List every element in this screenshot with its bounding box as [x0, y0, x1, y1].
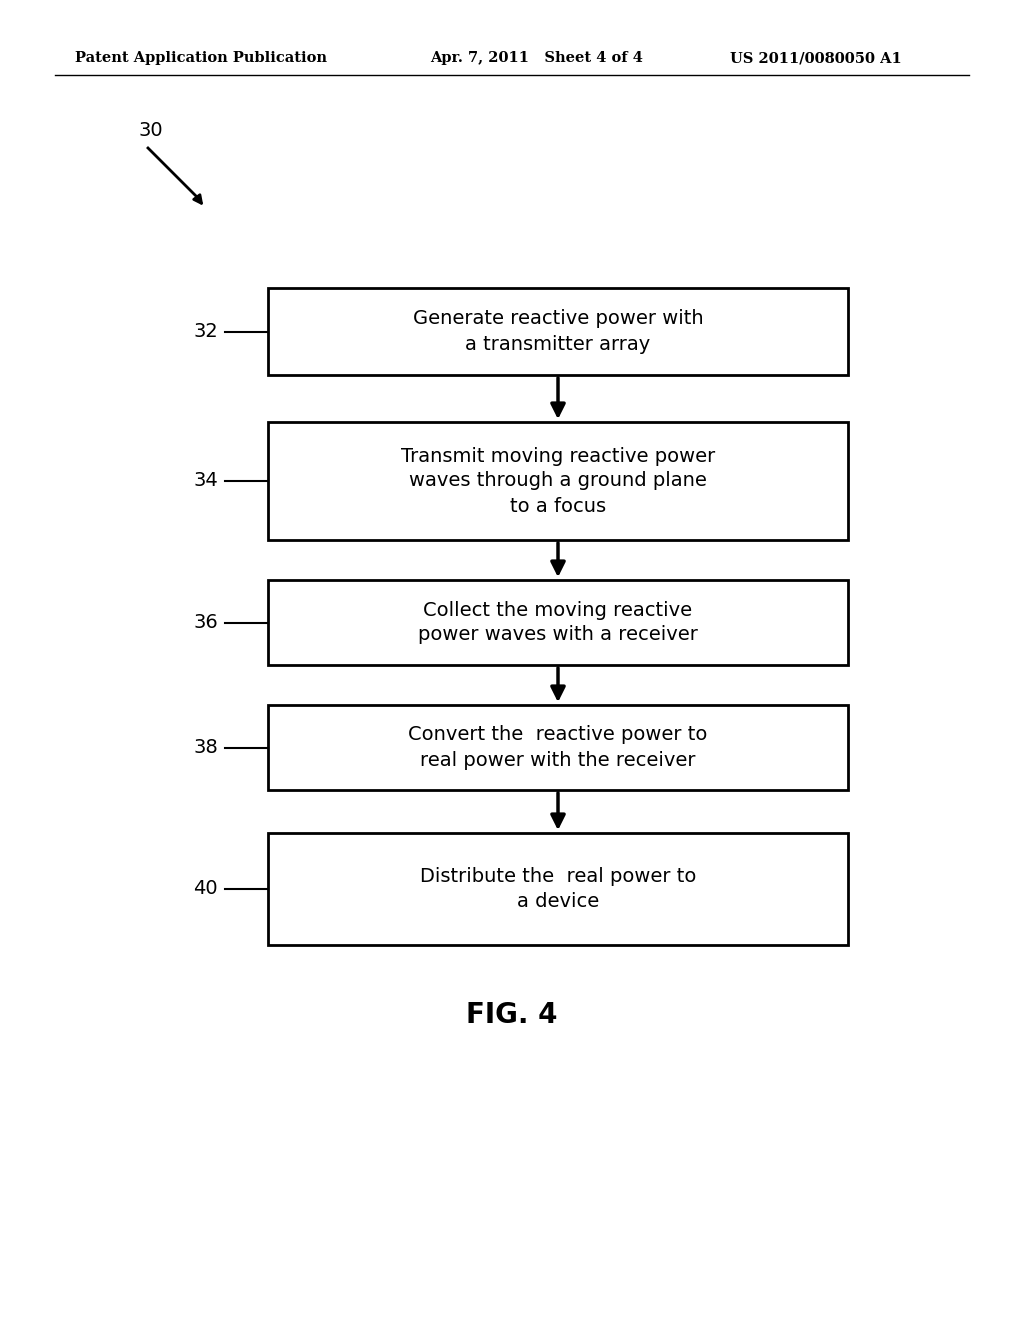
Text: 30: 30	[138, 120, 163, 140]
Text: US 2011/0080050 A1: US 2011/0080050 A1	[730, 51, 902, 65]
Text: Collect the moving reactive
power waves with a receiver: Collect the moving reactive power waves …	[418, 601, 698, 644]
Text: Distribute the  real power to
a device: Distribute the real power to a device	[420, 867, 696, 911]
Bar	[268, 833, 848, 945]
Text: FIG. 4: FIG. 4	[466, 1001, 558, 1030]
Text: Patent Application Publication: Patent Application Publication	[75, 51, 327, 65]
Text: 34: 34	[194, 471, 218, 491]
Bar	[268, 705, 848, 789]
Text: Transmit moving reactive power
waves through a ground plane
to a focus: Transmit moving reactive power waves thr…	[400, 446, 715, 516]
Text: Apr. 7, 2011   Sheet 4 of 4: Apr. 7, 2011 Sheet 4 of 4	[430, 51, 643, 65]
Text: 36: 36	[194, 612, 218, 632]
Text: Convert the  reactive power to
real power with the receiver: Convert the reactive power to real power…	[409, 726, 708, 770]
Text: 32: 32	[194, 322, 218, 341]
Bar	[268, 288, 848, 375]
Text: 38: 38	[194, 738, 218, 756]
Text: Generate reactive power with
a transmitter array: Generate reactive power with a transmitt…	[413, 309, 703, 354]
Bar	[268, 422, 848, 540]
Text: 40: 40	[194, 879, 218, 899]
Bar	[268, 579, 848, 665]
